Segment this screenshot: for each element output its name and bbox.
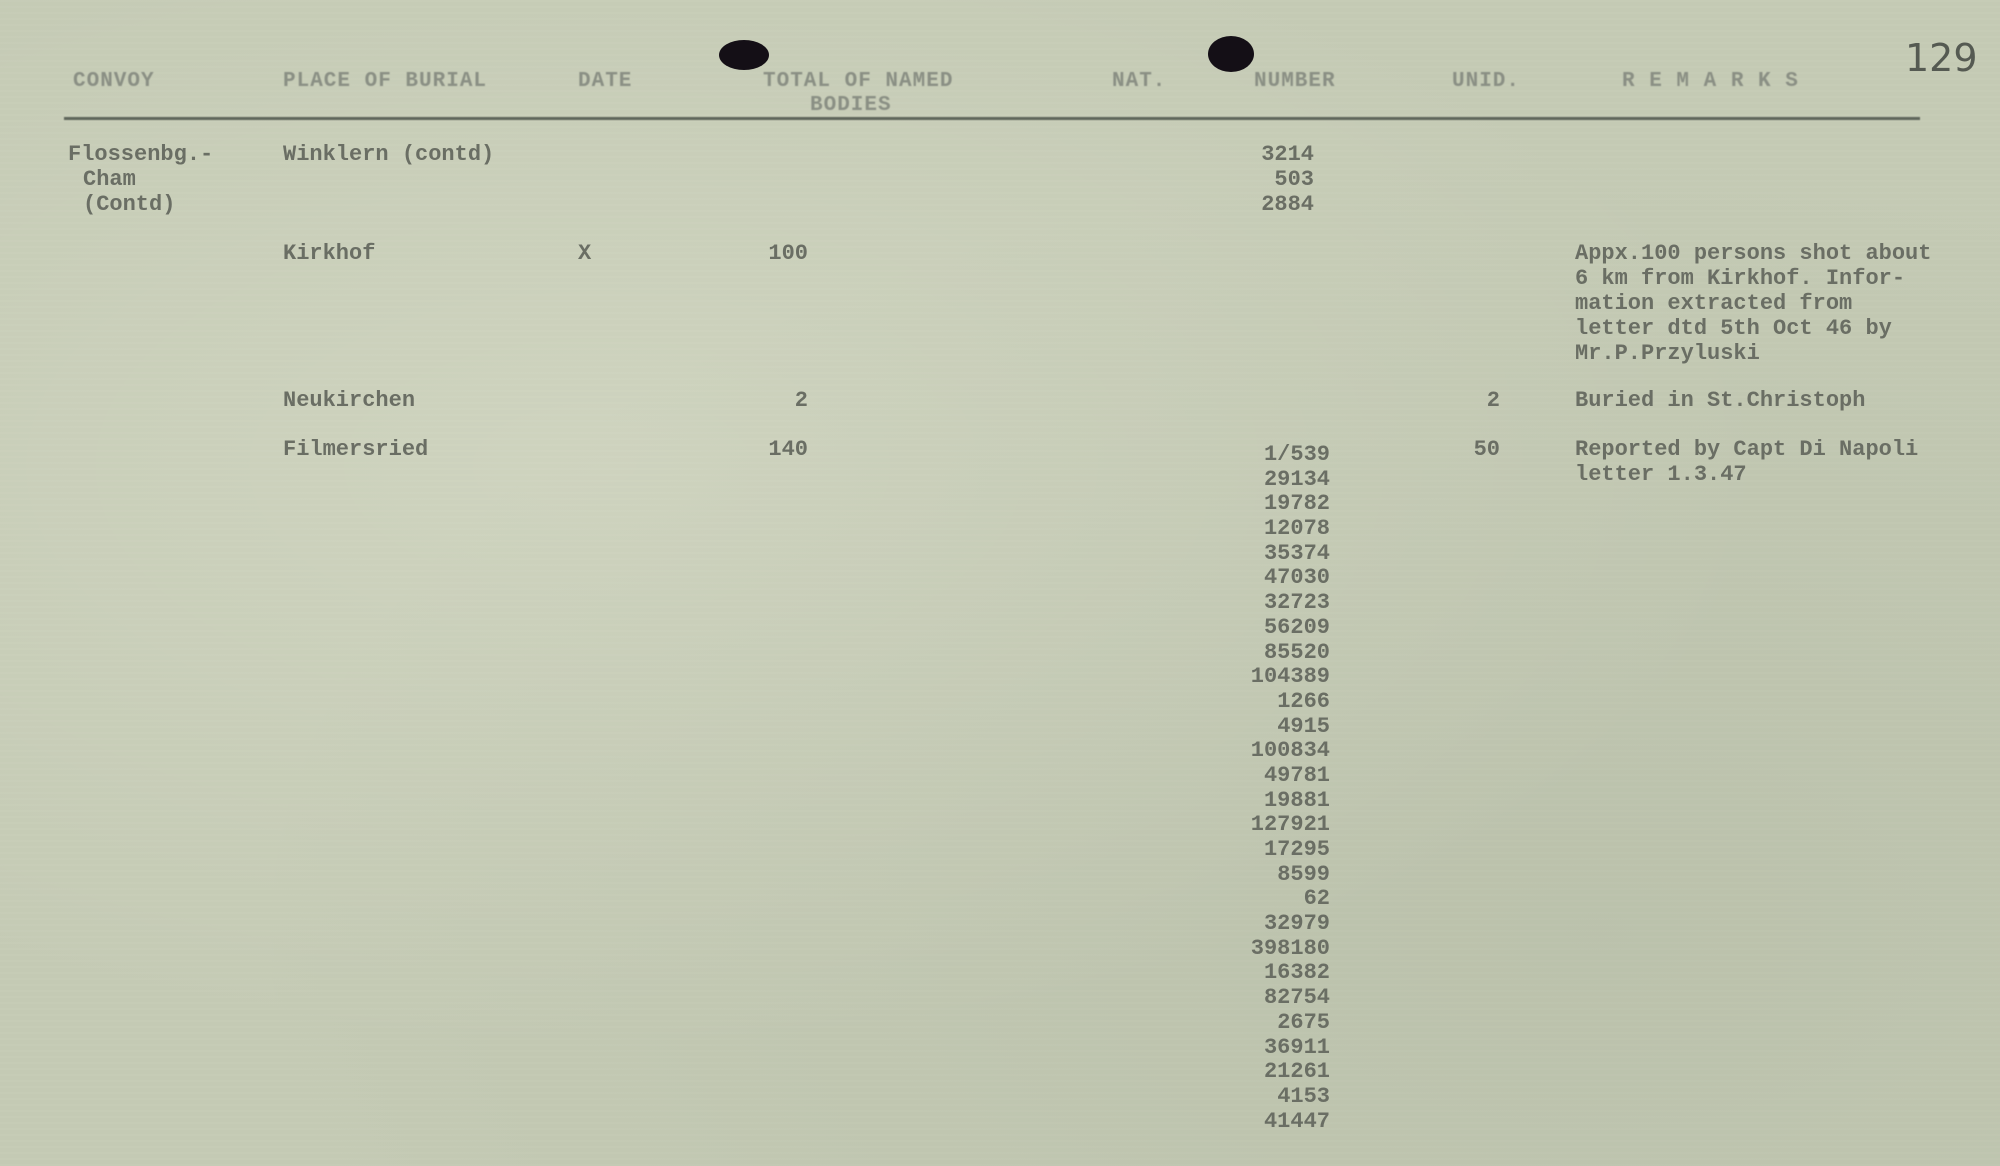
- date-value: X: [578, 241, 592, 266]
- number-entry: 3214: [1261, 142, 1314, 167]
- number-entry: 503: [1274, 167, 1314, 192]
- unidentified-count: 2: [1486, 388, 1500, 413]
- header-remarks: R E M A R K S: [1622, 70, 1799, 93]
- number-entry: 104389: [1250, 664, 1330, 690]
- remarks: Reported by Capt Di Napoli letter 1.3.47: [1575, 437, 1918, 487]
- number-entry: 1266: [1277, 688, 1330, 714]
- number-entry: 12078: [1263, 516, 1330, 542]
- number-entry: 85520: [1263, 639, 1330, 665]
- remark-line: Reported by Capt Di Napoli: [1575, 437, 1919, 462]
- number-entry: 19782: [1263, 491, 1330, 517]
- number-entry: 100834: [1250, 738, 1330, 764]
- number-entry: 56209: [1263, 614, 1330, 640]
- number-entry: 29134: [1263, 466, 1330, 492]
- page-number: 129: [1905, 36, 1978, 80]
- remark-line: 6 km from Kirkhof. Infor-: [1575, 266, 1906, 291]
- remark-line: Buried in St.Christoph: [1575, 388, 1866, 413]
- number-entry: 41447: [1263, 1108, 1330, 1134]
- number-list: 3214 503 2884: [1200, 142, 1314, 217]
- number-entry: 36911: [1263, 1034, 1330, 1060]
- number-entry: 2675: [1277, 1009, 1330, 1035]
- convoy-line: Cham: [83, 167, 136, 192]
- number-entry: 127921: [1250, 812, 1330, 838]
- header-convoy: CONVOY: [73, 70, 155, 93]
- number-entry: 17295: [1263, 837, 1330, 862]
- total-bodies: 140: [768, 437, 808, 462]
- place-of-burial: Filmersried: [283, 437, 429, 462]
- number-entry: 398180: [1250, 935, 1330, 961]
- number-entry: 1/539: [1263, 442, 1330, 467]
- remarks: Buried in St.Christoph: [1575, 388, 1865, 413]
- remark-line: mation extracted from: [1575, 291, 1853, 316]
- punch-hole: [719, 40, 769, 70]
- header-total-line2: BODIES: [810, 94, 892, 117]
- number-entry: 47030: [1263, 565, 1330, 591]
- number-entry: 82754: [1263, 985, 1330, 1011]
- header-total: TOTAL OF NAMED: [763, 70, 954, 93]
- header-unid: UNID.: [1452, 70, 1521, 93]
- header-date: DATE: [578, 70, 633, 93]
- number-list: 1/539 29134 19782 12078 35374 47030 32723 56209…: [1200, 442, 1330, 1134]
- remark-line: letter dtd 5th Oct 46 by: [1575, 316, 1892, 341]
- total-bodies: 100: [768, 241, 808, 266]
- remark-line: letter 1.3.47: [1575, 462, 1747, 487]
- number-entry: 19881: [1263, 787, 1330, 813]
- number-entry: 2884: [1261, 192, 1314, 217]
- header-place: PLACE OF BURIAL: [283, 70, 488, 93]
- number-entry: 35374: [1263, 540, 1330, 566]
- remark-line: Mr.P.Przyluski: [1575, 341, 1760, 366]
- number-entry: 16382: [1263, 960, 1330, 986]
- number-entry: 32979: [1263, 911, 1330, 937]
- header-rule: [64, 117, 1920, 120]
- unidentified-count: 50: [1473, 437, 1500, 462]
- remarks: Appx.100 persons shot about 6 km from Kir…: [1575, 241, 1931, 366]
- place-of-burial: Winklern (contd): [283, 142, 495, 167]
- convoy-line: Flossenbg.-: [68, 142, 214, 167]
- number-entry: 4915: [1277, 713, 1330, 739]
- remark-line: Appx.100 persons shot about: [1575, 241, 1932, 266]
- convoy-line: (Contd): [83, 192, 176, 217]
- number-entry: 49781: [1263, 762, 1330, 788]
- number-entry: 62: [1303, 886, 1330, 912]
- number-entry: 8599: [1277, 861, 1330, 887]
- place-of-burial: Kirkhof: [283, 241, 376, 266]
- number-entry: 21261: [1263, 1059, 1330, 1085]
- header-nat: NAT.: [1112, 70, 1167, 93]
- header-number: NUMBER: [1254, 70, 1336, 93]
- total-bodies: 2: [794, 388, 808, 413]
- place-of-burial: Neukirchen: [283, 388, 416, 413]
- number-entry: 4153: [1277, 1083, 1330, 1109]
- punch-hole: [1208, 36, 1254, 72]
- number-entry: 32723: [1263, 590, 1330, 616]
